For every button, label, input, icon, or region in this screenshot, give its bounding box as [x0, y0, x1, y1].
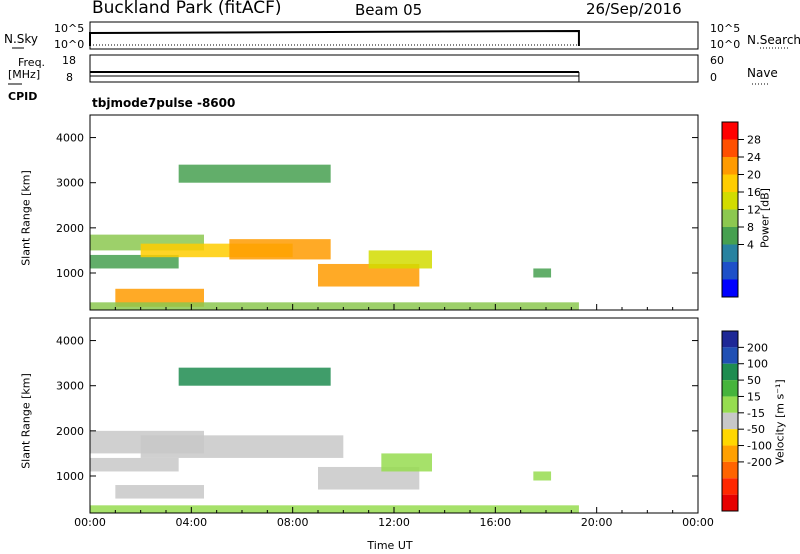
- nsky-trace: [89, 29, 580, 46]
- xtick-label-5: 20:00: [581, 516, 613, 529]
- date-label: 26/Sep/2016: [586, 0, 682, 18]
- nave-tick-0: 0: [710, 71, 717, 84]
- power-region-8: [533, 268, 552, 278]
- velocity-cb-tick-0: 200: [747, 341, 768, 354]
- velocity-region-5: [381, 453, 432, 472]
- power-region-4: [229, 239, 331, 260]
- power-ytick-4000: 4000: [56, 132, 84, 145]
- power-region-6: [368, 250, 432, 269]
- power-cb-tick-0: 28: [747, 134, 761, 147]
- velocity-region-1: [90, 457, 179, 472]
- velocity-heatmap: [90, 367, 579, 513]
- nsearch-label: N.Search: [747, 33, 800, 47]
- power-colorbar-cell-1: [722, 139, 738, 157]
- nsky-label: N.Sky: [4, 32, 39, 46]
- velocity-ytick-1000: 1000: [56, 470, 84, 483]
- velocity-region-4: [318, 466, 420, 490]
- power-colorbar-cell-3: [722, 174, 738, 192]
- velocity-region-6: [178, 367, 331, 386]
- power-colorbar-cell-2: [722, 157, 738, 175]
- velocity-colorbar-cell-0: [722, 331, 738, 348]
- velocity-colorbar-cell-3: [722, 380, 738, 397]
- power-cb-tick-1: 24: [747, 151, 761, 164]
- power-ytick-1000: 1000: [56, 267, 84, 280]
- velocity-colorbar-cell-1: [722, 347, 738, 364]
- velocity-colorbar-cell-9: [722, 478, 738, 495]
- freq-tick-18: 18: [62, 54, 76, 67]
- velocity-colorbar-cell-5: [722, 412, 738, 430]
- cpid-value: tbjmode7pulse -8600: [92, 96, 236, 110]
- power-cb-tick-2: 20: [747, 169, 761, 182]
- velocity-cb-tick-2: 50: [747, 374, 761, 387]
- velocity-ytick-3000: 3000: [56, 380, 84, 393]
- velocity-cb-tick-6: -100: [747, 440, 772, 453]
- velocity-ytick-2000: 2000: [56, 425, 84, 438]
- velocity-colorbar-cell-10: [722, 494, 738, 511]
- xtick-label-3: 12:00: [378, 516, 410, 529]
- noise-tick-bottom-right: 10^0: [710, 38, 741, 51]
- time-xlabel: Time UT: [367, 539, 413, 552]
- velocity-region-7: [533, 471, 552, 481]
- freq-label-2: [MHz]: [8, 68, 41, 81]
- xtick-label-6: 00:00: [682, 516, 714, 529]
- xtick-label-4: 16:00: [479, 516, 511, 529]
- power-region-7: [178, 164, 331, 183]
- velocity-ytick-4000: 4000: [56, 335, 84, 348]
- power-colorbar-cell-6: [722, 227, 738, 245]
- velocity-cb-tick-3: 15: [747, 390, 761, 403]
- noise-tick-bottom-left: 10^0: [54, 38, 85, 51]
- nave-tick-60: 60: [710, 54, 724, 67]
- power-cb-tick-5: 8: [747, 221, 754, 234]
- velocity-region-8: [90, 505, 579, 513]
- velocity-cb-tick-7: -200: [747, 456, 772, 469]
- power-colorbar-cell-0: [722, 122, 738, 140]
- power-colorbar-cell-9: [722, 279, 738, 297]
- velocity-cb-tick-5: -50: [747, 423, 765, 436]
- freq-panel-frame: [89, 54, 699, 83]
- velocity-cb-tick-4: -15: [747, 407, 765, 420]
- beam-label: Beam 05: [355, 1, 423, 19]
- velocity-region-3: [140, 435, 344, 458]
- nave-label: Nave: [747, 66, 778, 80]
- velocity-colorbar-cell-8: [722, 461, 738, 479]
- power-colorbar-cell-5: [722, 209, 738, 227]
- xtick-label-2: 08:00: [277, 516, 309, 529]
- freq-label-1: Freq.: [18, 56, 46, 69]
- station-title: Buckland Park (fitACF): [92, 0, 282, 18]
- xtick-label-1: 04:00: [175, 516, 207, 529]
- power-colorbar-cell-7: [722, 244, 738, 262]
- velocity-cb-tick-1: 100: [747, 358, 768, 371]
- power-ytick-3000: 3000: [56, 177, 84, 190]
- velocity-colorbar-cell-7: [722, 445, 738, 462]
- xtick-label-0: 00:00: [74, 516, 106, 529]
- noise-tick-top-left: 10^5: [54, 22, 85, 35]
- freq-tick-8: 8: [66, 71, 73, 84]
- power-region-1: [90, 254, 179, 269]
- power-colorbar-cell-8: [722, 262, 738, 280]
- power-ytick-2000: 2000: [56, 222, 84, 235]
- velocity-colorbar-cell-2: [722, 363, 738, 381]
- power-cb-tick-3: 16: [747, 186, 761, 199]
- power-cb-tick-6: 4: [747, 239, 754, 252]
- velocity-colorbar-frame: [721, 330, 739, 512]
- noise-tick-top-right: 10^5: [710, 22, 741, 35]
- power-region-5: [318, 263, 420, 287]
- velocity-colorbar-cell-4: [722, 396, 738, 413]
- cpid-label: CPID: [8, 90, 38, 103]
- velocity-region-2: [115, 485, 204, 499]
- power-cb-tick-4: 12: [747, 204, 761, 217]
- power-region-9: [90, 302, 579, 310]
- velocity-colorbar-cell-6: [722, 429, 738, 446]
- power-heatmap: [90, 164, 579, 310]
- power-colorbar-cell-4: [722, 192, 738, 210]
